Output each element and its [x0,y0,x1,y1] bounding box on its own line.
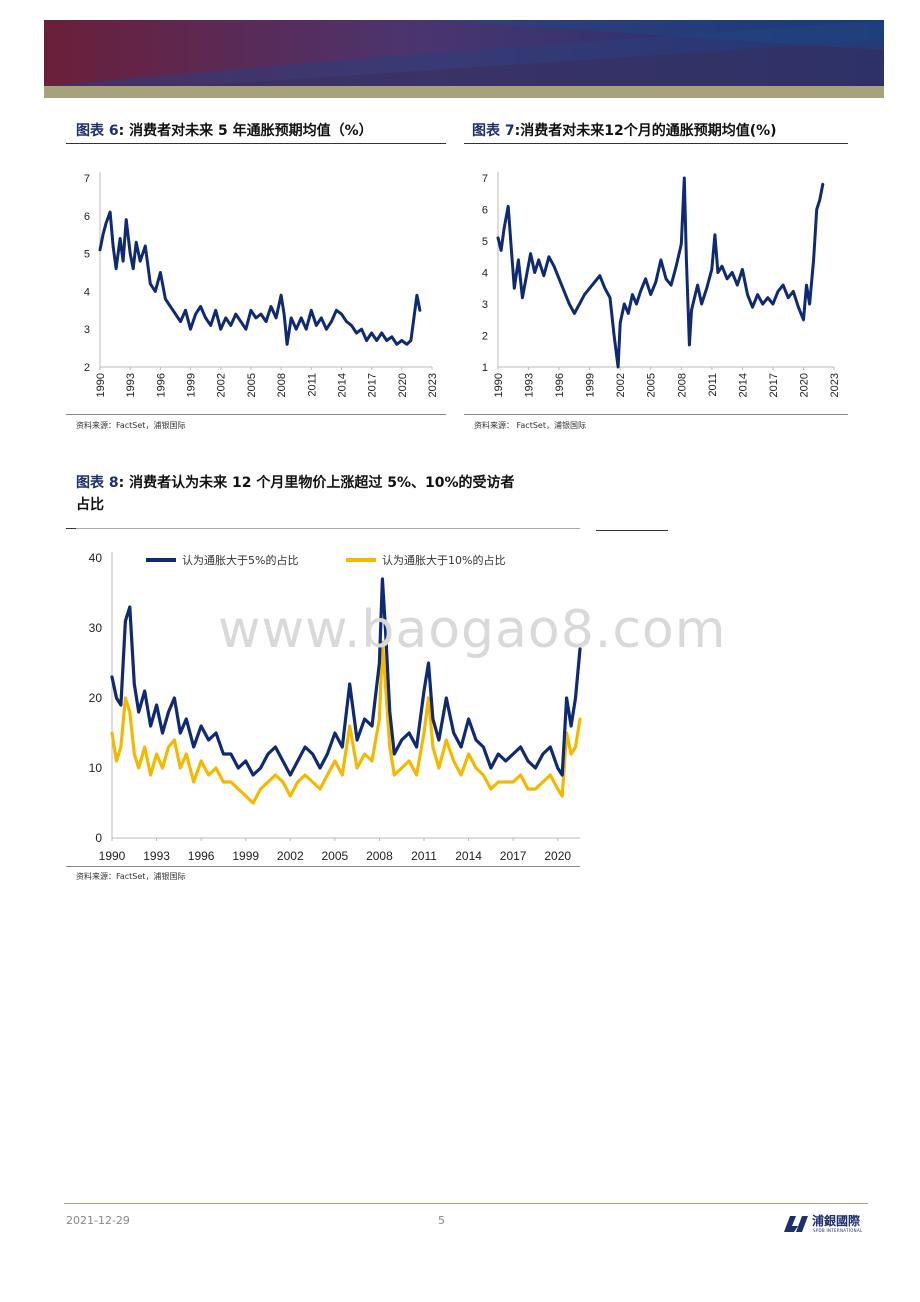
x-tick-label: 2014 [737,373,749,397]
x-tick-label: 2008 [366,849,393,863]
y-tick-label: 30 [89,621,103,635]
y-tick-label: 6 [482,205,488,217]
figure-8-side-rule [596,530,668,531]
x-tick-label: 1999 [232,849,259,863]
x-tick-label: 1993 [143,849,170,863]
logo-brand-text: 浦銀國際 [812,1214,861,1228]
figure-8-title: 图表 8: 消费者认为未来 12 个月里物价上涨超过 5%、10%的受访者 占比 [76,475,515,513]
series-line [98,210,422,346]
figure-7-bottom-rule [464,414,848,415]
y-tick-label: 40 [89,551,103,565]
x-tick-label: 2011 [411,849,437,863]
header-banner [44,20,884,98]
chart-12m-inflation-expectation: 1 2 3 4 5 6 7 1990 1993 1996 1999 2002 2005 2008 2011 2… [482,172,841,397]
x-tick-label: 1990 [99,849,126,863]
y-tick-label: 7 [84,173,90,185]
x-tick-label: 2005 [646,373,658,397]
x-tick-label: 1990 [95,373,107,397]
x-tick-label: 1993 [125,373,137,397]
x-tick-label: 1996 [188,849,215,863]
figure-7-title: 图表 7:消费者对未来12个月的通胀预期均值(%) [472,123,777,139]
x-tick-label: 2008 [276,373,288,397]
figure-8-title-rule-dark [66,528,76,529]
y-tick-label: 2 [84,362,90,374]
x-tick-label: 2023 [427,373,439,397]
x-tick-label: 2020 [798,373,810,397]
y-tick-label: 4 [84,286,90,298]
chart-share-expecting-high-inflation: 0 10 20 30 40 1990 1993 1996 1999 2002 2005 2008 201… [89,551,582,863]
x-tick-label: 2002 [277,849,304,863]
x-tick-label: 2017 [367,373,379,397]
x-tick-label: 2020 [544,849,571,863]
x-tick-label: 2014 [455,849,482,863]
chart-5yr-inflation-expectation: 2 3 4 5 6 7 1990 1993 1996 1999 2002 2005 2008 2011 20… [84,172,439,397]
figure-8-title-rule [66,528,580,529]
y-tick-label: 2 [482,331,488,343]
company-logo: 浦銀國際 SPDB INTERNATIONAL [782,1212,872,1234]
watermark: www.baogao8.com [218,600,727,660]
footer-rule [64,1203,868,1204]
y-tick-label: 3 [84,324,90,336]
logo-mark-icon [784,1216,808,1232]
legend-label: 认为通胀大于10%的占比 [382,553,505,567]
x-tick-label: 2020 [397,373,409,397]
figure-7-source: 资料来源： FactSet，浦银国际 [474,421,586,430]
x-tick-label: 2002 [216,373,228,397]
series-line [110,577,582,777]
x-tick-label: 2005 [246,373,258,397]
x-tick-label: 2002 [615,373,627,397]
figure-8-source: 资料来源：FactSet，浦银国际 [76,872,186,881]
figure-6-title: 图表 6: 消费者对未来 5 年通胀预期均值（%） [76,123,373,139]
footer-date: 2021-12-29 [66,1214,130,1227]
series-line [110,640,582,805]
x-tick-label: 2017 [500,849,527,863]
figure-7-title-rule [464,143,848,144]
x-tick-label: 2008 [676,373,688,397]
figure-6-bottom-rule [66,414,446,415]
y-tick-label: 7 [482,173,488,185]
x-tick-label: 2011 [306,373,318,397]
x-tick-label: 1996 [155,373,167,397]
x-tick-label: 1999 [585,373,597,397]
y-tick-label: 1 [482,362,488,374]
y-tick-label: 4 [482,268,488,280]
x-tick-label: 2014 [336,373,348,397]
y-tick-label: 10 [89,761,103,775]
x-tick-label: 2023 [829,373,841,397]
x-tick-label: 2011 [707,373,719,397]
figure-6-source: 资料来源：FactSet，浦银国际 [76,421,186,430]
logo-sub-text: SPDB INTERNATIONAL [813,1228,863,1233]
legend-label: 认为通胀大于5%的占比 [182,553,298,567]
x-tick-label: 2005 [322,849,349,863]
y-tick-label: 0 [95,831,102,845]
figure-6-title-rule [66,143,446,144]
y-tick-label: 6 [84,211,90,223]
x-tick-label: 1999 [186,373,198,397]
page-number: 5 [438,1214,445,1227]
x-tick-label: 1990 [493,373,505,397]
series-line [496,176,825,369]
y-tick-label: 5 [482,236,488,248]
x-tick-label: 1996 [554,373,566,397]
x-tick-label: 2017 [768,373,780,397]
x-tick-label: 1993 [524,373,536,397]
y-tick-label: 5 [84,249,90,261]
y-tick-label: 3 [482,299,488,311]
y-tick-label: 20 [89,691,103,705]
figure-8-bottom-rule [66,866,580,867]
